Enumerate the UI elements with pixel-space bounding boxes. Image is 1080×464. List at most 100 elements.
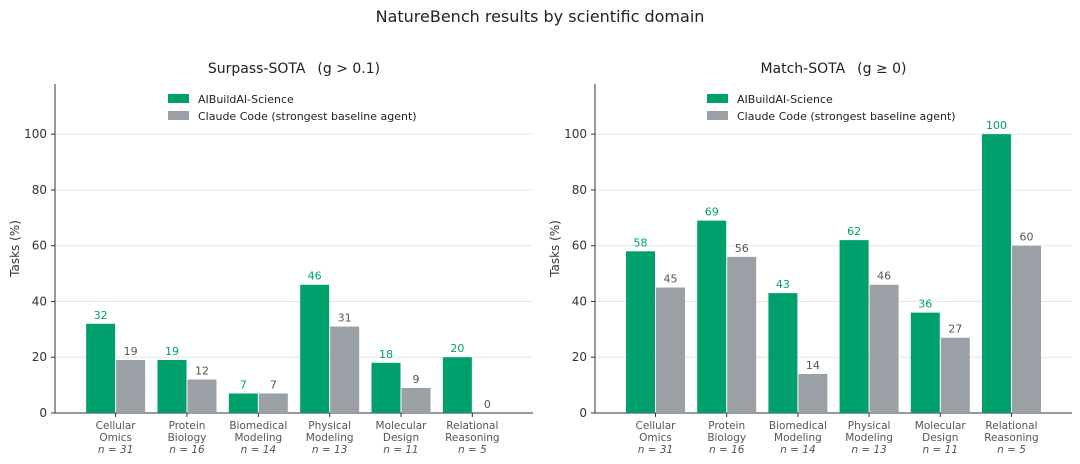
x-tick-n-label: n = 31 — [638, 444, 674, 456]
chart-panel-2: Match-SOTA (g ≥ 0) 0 20 40 60 80 100 Tasks (%) 58… — [548, 61, 1072, 456]
y-tick-label: 60 — [32, 239, 47, 253]
data-label: 56 — [735, 242, 749, 255]
x-tick-label: Molecular — [915, 420, 967, 432]
legend-entry: AIBuildAI-Science — [737, 93, 833, 106]
data-label: 19 — [124, 345, 138, 358]
x-tick-label: Modeling — [774, 432, 822, 444]
bar-claude-5 — [940, 337, 970, 413]
y-tick-label: 40 — [572, 294, 587, 308]
x-tick-label: Reasoning — [445, 432, 500, 444]
bar-claude-4 — [869, 284, 899, 413]
chart-panel-1: Surpass-SOTA (g > 0.1) 0 20 40 60 80 100 Tasks (… — [8, 61, 533, 456]
data-label: 46 — [877, 270, 891, 283]
x-tick-label: Molecular — [376, 420, 428, 432]
x-tick-n-label: n = 16 — [169, 444, 205, 456]
bar-aibuild-5 — [910, 312, 940, 413]
bar-aibuild-3 — [228, 393, 258, 413]
y-tick-label: 0 — [579, 406, 587, 420]
x-tick-label: Biomedical — [229, 420, 287, 432]
y-tick-label: 80 — [572, 183, 587, 197]
x-tick-label: Biomedical — [769, 420, 827, 432]
x-tick-n-label: n = 13 — [851, 444, 887, 456]
data-label: 20 — [450, 342, 464, 355]
bar-aibuild-5 — [371, 362, 401, 413]
x-tick-label: Biology — [168, 432, 207, 444]
x-tick-label: Modeling — [845, 432, 893, 444]
data-label: 46 — [308, 270, 322, 283]
data-label: 100 — [986, 119, 1007, 132]
data-label: 7 — [270, 378, 277, 391]
bar-aibuild-2 — [157, 360, 187, 413]
data-label: 69 — [705, 206, 719, 219]
x-tick-label: Biology — [707, 432, 746, 444]
x-tick-n-label: n = 14 — [241, 444, 277, 456]
x-tick-n-label: n = 5 — [997, 444, 1026, 456]
data-label: 32 — [94, 309, 108, 322]
bar-aibuild-4 — [839, 240, 869, 413]
x-tick-n-label: n = 11 — [383, 444, 419, 456]
x-tick-label: Cellular — [636, 420, 677, 432]
bar-claude-5 — [401, 387, 431, 413]
data-label: 58 — [634, 236, 648, 249]
x-tick-n-label: n = 5 — [458, 444, 487, 456]
x-tick-n-label: n = 14 — [780, 444, 816, 456]
panel-title: Match-SOTA (g ≥ 0) — [760, 61, 906, 77]
bar-aibuild-1 — [86, 323, 116, 413]
bar-claude-1 — [116, 360, 146, 413]
x-tick-label: Modeling — [234, 432, 282, 444]
figure-title: NatureBench results by scientific domain — [376, 7, 705, 26]
data-label: 12 — [195, 365, 209, 378]
bar-claude-2 — [727, 256, 757, 413]
x-tick-label: Modeling — [306, 432, 354, 444]
y-axis-label: Tasks (%) — [8, 220, 22, 278]
x-tick-n-label: n = 11 — [923, 444, 959, 456]
panel-title-condition: (g ≥ 0) — [857, 61, 906, 77]
x-tick-label: Reasoning — [984, 432, 1039, 444]
data-label: 18 — [379, 348, 393, 361]
data-label: 7 — [240, 378, 247, 391]
panel-title-condition: (g > 0.1) — [317, 61, 380, 77]
panel-title: Surpass-SOTA (g > 0.1) — [208, 61, 380, 77]
legend-swatch — [707, 94, 728, 103]
bar-aibuild-3 — [768, 293, 798, 413]
x-tick-label: Protein — [708, 420, 745, 432]
x-tick-label: Omics — [99, 432, 132, 444]
x-tick-label: Cellular — [96, 420, 137, 432]
x-tick-label: Protein — [169, 420, 206, 432]
data-label: 36 — [918, 298, 932, 311]
data-label: 14 — [806, 359, 820, 372]
panel-title-text: Surpass-SOTA — [208, 61, 306, 77]
legend-entry: AIBuildAI-Science — [198, 93, 294, 106]
data-label: 60 — [1019, 231, 1033, 244]
bar-claude-6 — [1011, 245, 1041, 413]
bar-aibuild-4 — [300, 284, 330, 413]
x-tick-label: Design — [383, 432, 419, 444]
x-tick-label: Relational — [446, 420, 498, 432]
legend-swatch — [168, 94, 189, 103]
y-tick-label: 40 — [32, 294, 47, 308]
y-tick-label: 100 — [564, 127, 587, 141]
bar-aibuild-6 — [981, 134, 1011, 413]
data-label: 31 — [338, 312, 352, 325]
bar-claude-1 — [656, 287, 686, 413]
x-tick-label: Omics — [639, 432, 672, 444]
bar-aibuild-6 — [442, 357, 472, 413]
x-tick-n-label: n = 31 — [98, 444, 134, 456]
x-tick-n-label: n = 16 — [709, 444, 745, 456]
legend-swatch — [168, 111, 189, 120]
y-tick-label: 100 — [24, 127, 47, 141]
y-tick-label: 80 — [32, 183, 47, 197]
bar-claude-2 — [187, 379, 217, 413]
x-tick-label: Physical — [308, 420, 351, 432]
y-tick-label: 0 — [39, 406, 47, 420]
x-tick-n-label: n = 13 — [312, 444, 348, 456]
data-label: 0 — [484, 398, 491, 411]
y-tick-label: 20 — [32, 350, 47, 364]
legend-entry: Claude Code (strongest baseline agent) — [198, 110, 417, 123]
data-label: 27 — [948, 323, 962, 336]
bar-claude-3 — [258, 393, 288, 413]
data-label: 43 — [776, 278, 790, 291]
data-label: 45 — [664, 273, 678, 286]
data-label: 19 — [165, 345, 179, 358]
